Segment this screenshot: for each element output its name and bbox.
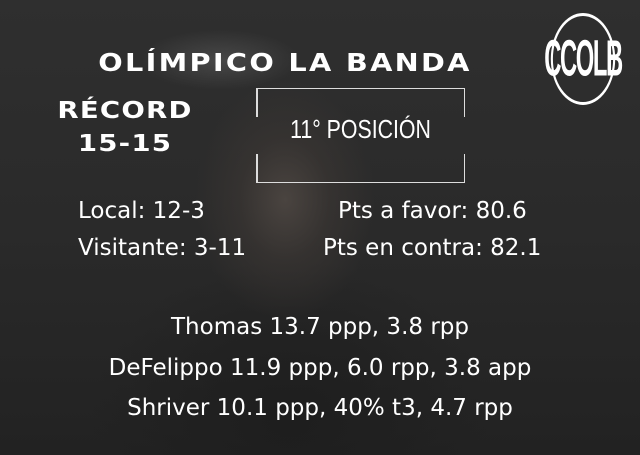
player-line: Shriver 10.1 ppp, 40% t3, 4.7 rpp [127, 395, 513, 421]
stat-visitante: Visitante: 3-11 [78, 235, 247, 261]
team-name: OLÍMPICO LA BANDA [98, 48, 472, 77]
position-text: 11° POSICIÓN [290, 114, 431, 144]
stat-pts-contra: Pts en contra: 82.1 [323, 235, 542, 261]
record-label: RÉCORD [57, 98, 193, 124]
player-line: Thomas 13.7 ppp, 3.8 rpp [171, 314, 469, 340]
position-box [256, 88, 465, 183]
stat-pts-favor: Pts a favor: 80.6 [338, 198, 527, 224]
club-logo: CCOLB [544, 13, 623, 105]
record-value: 15-15 [77, 131, 173, 157]
stat-local: Local: 12-3 [78, 198, 205, 224]
player-line: DeFelippo 11.9 ppp, 6.0 rpp, 3.8 app [108, 355, 532, 381]
